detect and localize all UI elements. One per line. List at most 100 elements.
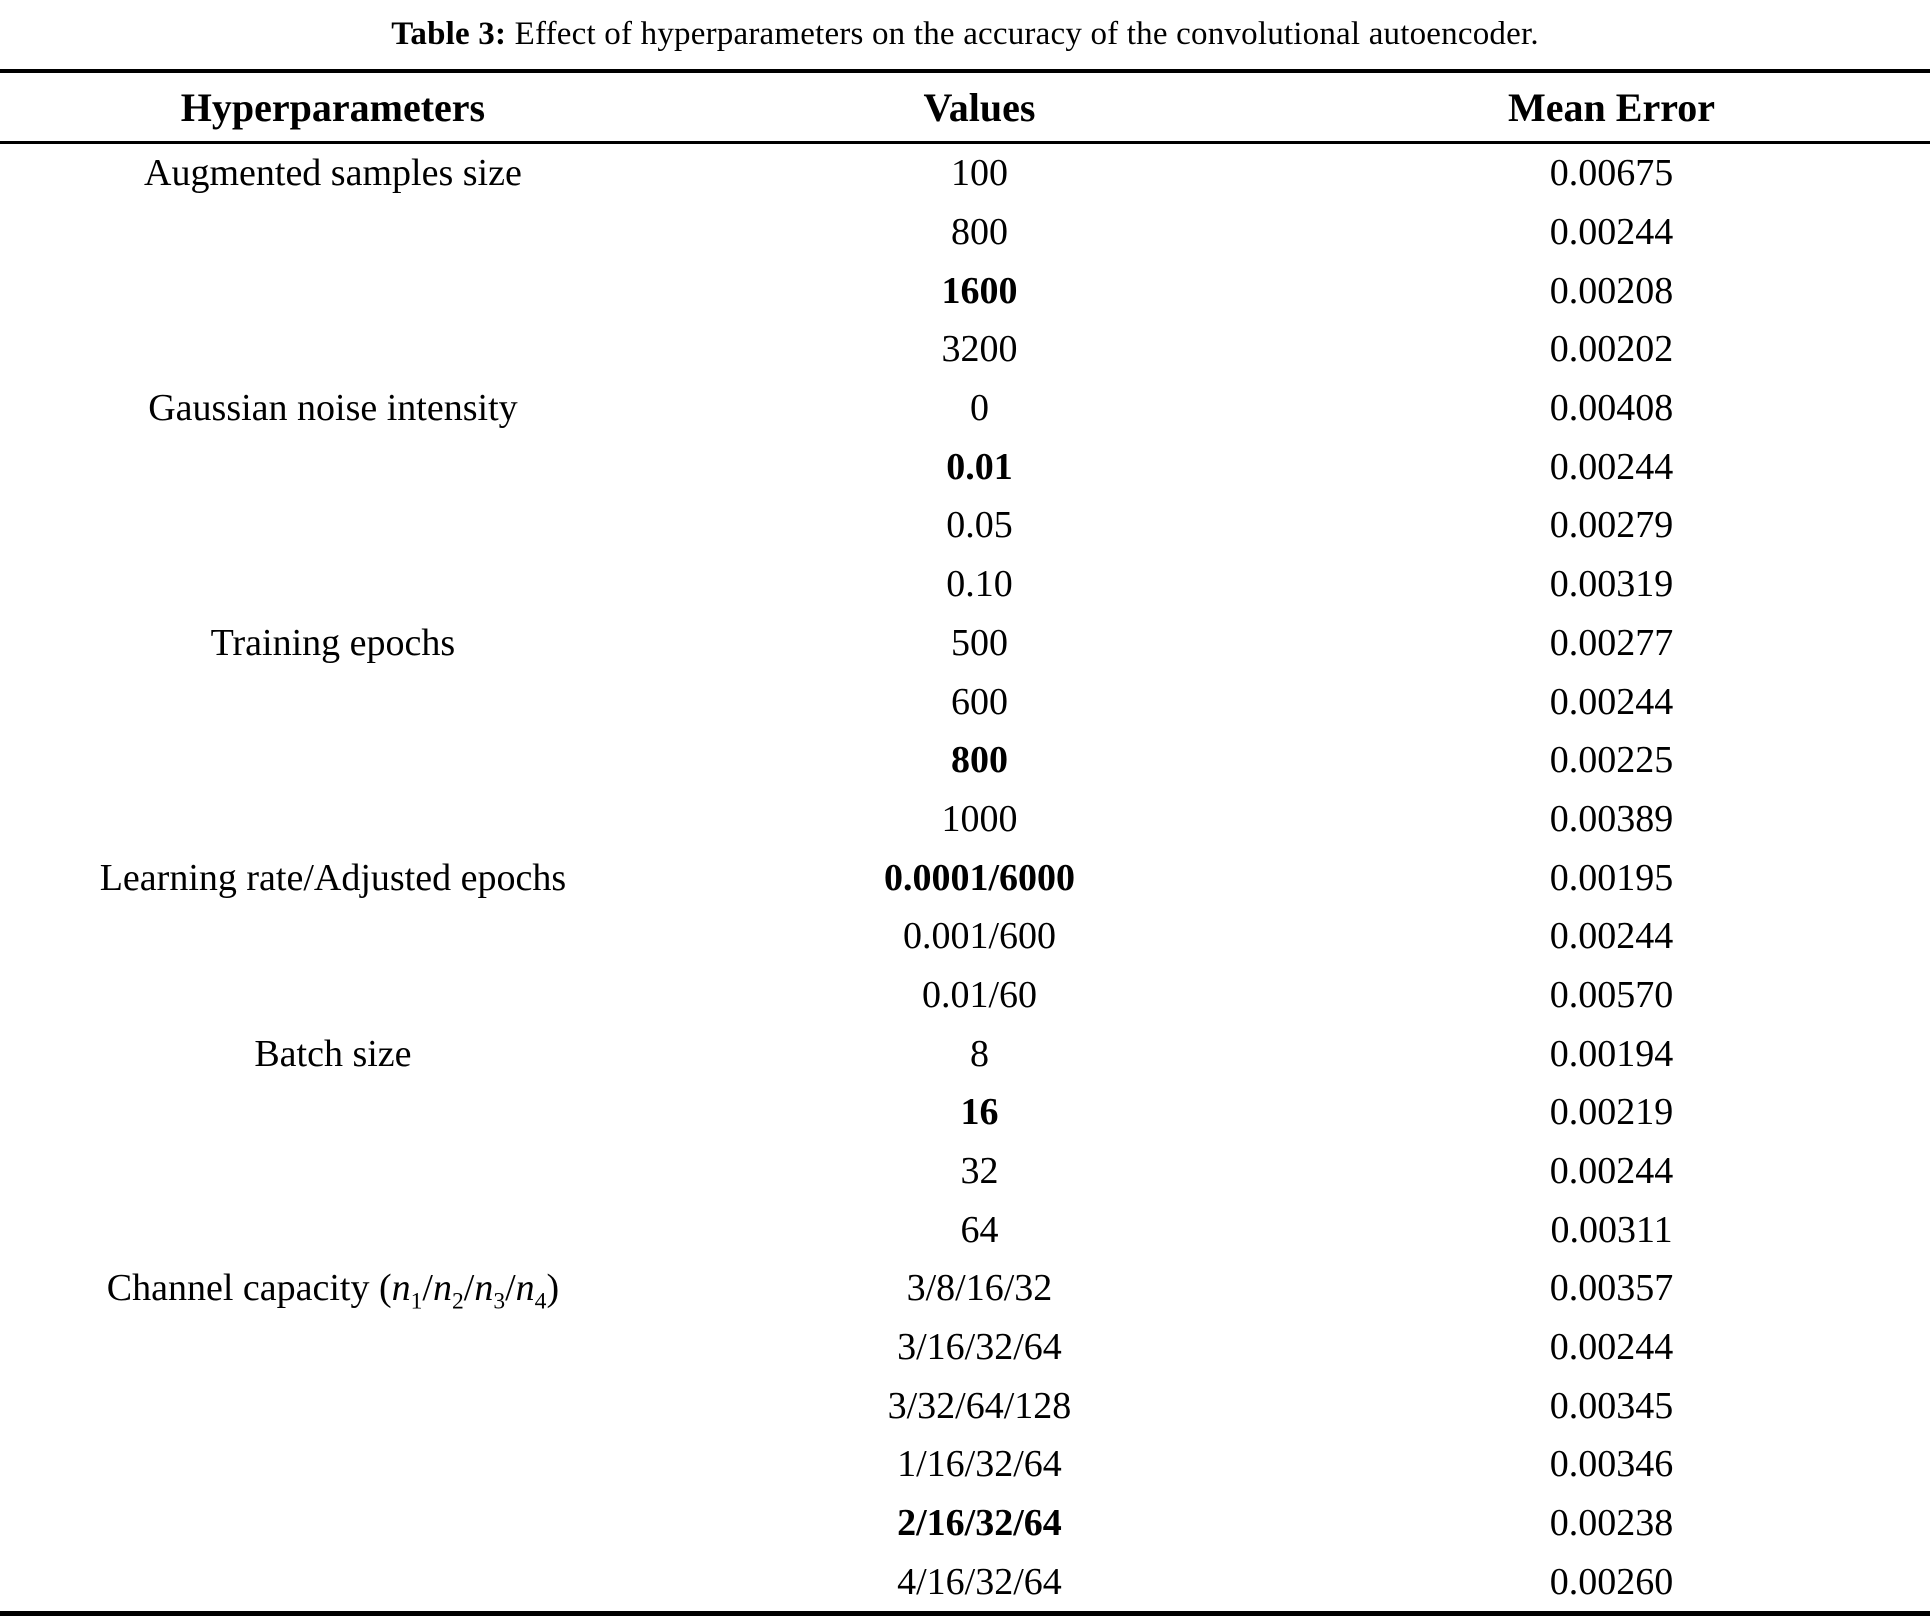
table-row: 0.01/60 0.00570 <box>0 966 1930 1025</box>
value-cell: 0.001/600 <box>902 915 1056 958</box>
value-cell: 800 <box>950 739 1008 782</box>
table-row: 0.001/600 0.00244 <box>0 907 1930 966</box>
value-cell: 0.10 <box>946 563 1013 606</box>
table-row: 0.05 0.00279 <box>0 496 1930 555</box>
table-caption: Table 3: Effect of hyperparameters on th… <box>0 0 1930 69</box>
table-row: 600 0.00244 <box>0 672 1930 731</box>
table-caption-text: Effect of hyperparameters on the accurac… <box>506 16 1539 52</box>
value-cell: 0.01/60 <box>921 973 1037 1016</box>
table-row: Channel capacity (n1/n2/n3/n4) 3/8/16/32 0… <box>0 1259 1930 1318</box>
parameter-cell <box>0 731 666 790</box>
table-header: Hyperparameters Values Mean Error <box>0 71 1930 144</box>
mean-error-cell: 0.00238 <box>1549 1502 1674 1545</box>
parameter-cell <box>0 672 666 731</box>
parameter-cell <box>0 790 666 849</box>
table-row: 2/16/32/64 0.00238 <box>0 1494 1930 1553</box>
parameter-cell <box>0 496 666 555</box>
mean-error-cell: 0.00194 <box>1549 1032 1674 1075</box>
mean-error-cell: 0.00219 <box>1549 1091 1674 1134</box>
mean-error-cell: 0.00244 <box>1549 445 1674 488</box>
mean-error-cell: 0.00244 <box>1549 1150 1674 1193</box>
parameter-cell <box>0 203 666 262</box>
parameter-cell <box>0 1142 666 1201</box>
mean-error-cell: 0.00244 <box>1549 680 1674 723</box>
mean-error-cell: 0.00202 <box>1549 328 1674 371</box>
mean-error-cell: 0.00244 <box>1549 211 1674 254</box>
parameter-cell <box>0 1083 666 1142</box>
column-header-values: Values <box>665 71 1294 144</box>
parameter-cell <box>0 1200 666 1259</box>
table-row: 32 0.00244 <box>0 1142 1930 1201</box>
parameter-cell <box>0 1435 666 1494</box>
value-cell: 1/16/32/64 <box>897 1443 1062 1486</box>
mean-error-cell: 0.00346 <box>1549 1443 1674 1486</box>
table-row: 4/16/32/64 0.00260 <box>0 1553 1930 1614</box>
value-cell: 3/8/16/32 <box>906 1267 1053 1310</box>
parameter-cell <box>0 1553 666 1614</box>
parameter-cell: Training epochs <box>210 621 456 664</box>
parameter-cell: Augmented samples size <box>144 152 522 195</box>
parameter-cell <box>0 555 666 614</box>
table-row: 1000 0.00389 <box>0 790 1930 849</box>
table-row: 3/16/32/64 0.00244 <box>0 1318 1930 1377</box>
value-cell: 16 <box>960 1091 999 1134</box>
mean-error-cell: 0.00195 <box>1549 856 1674 899</box>
column-header-hyperparameters: Hyperparameters <box>0 71 666 144</box>
table-row: 800 0.00244 <box>0 203 1930 262</box>
parameter-cell <box>0 1318 666 1377</box>
table-row: 0.10 0.00319 <box>0 555 1930 614</box>
value-cell: 3200 <box>941 328 1018 371</box>
parameter-cell <box>0 907 666 966</box>
mean-error-cell: 0.00260 <box>1549 1560 1674 1603</box>
value-cell: 1600 <box>941 269 1018 312</box>
table-row: Gaussian noise intensity 0 0.00408 <box>0 379 1930 438</box>
table-row: 0.01 0.00244 <box>0 437 1930 496</box>
parameter-cell <box>0 1376 666 1435</box>
table-row: 1600 0.00208 <box>0 261 1930 320</box>
value-cell: 800 <box>950 211 1008 254</box>
table-body: Augmented samples size 100 0.00675 800 0.002… <box>0 143 1930 1614</box>
value-cell: 0.05 <box>946 504 1013 547</box>
mean-error-cell: 0.00311 <box>1550 1208 1673 1251</box>
mean-error-cell: 0.00244 <box>1549 915 1674 958</box>
value-cell: 500 <box>950 621 1008 664</box>
parameter-cell <box>0 1494 666 1553</box>
value-cell: 0.01 <box>946 445 1013 488</box>
value-cell: 4/16/32/64 <box>897 1560 1062 1603</box>
mean-error-cell: 0.00279 <box>1549 504 1674 547</box>
table-row: 64 0.00311 <box>0 1200 1930 1259</box>
mean-error-cell: 0.00570 <box>1549 973 1674 1016</box>
parameter-cell <box>0 320 666 379</box>
table-caption-label: Table 3: <box>391 16 507 52</box>
parameter-cell: Channel capacity (n1/n2/n3/n4) <box>106 1267 560 1315</box>
table-row: 16 0.00219 <box>0 1083 1930 1142</box>
mean-error-cell: 0.00675 <box>1549 152 1674 195</box>
table-row: 3200 0.00202 <box>0 320 1930 379</box>
table-header-row: Hyperparameters Values Mean Error <box>0 71 1930 144</box>
parameter-cell: Learning rate/Adjusted epochs <box>99 856 567 899</box>
mean-error-cell: 0.00345 <box>1549 1384 1674 1427</box>
table-row: 800 0.00225 <box>0 731 1930 790</box>
value-cell: 64 <box>960 1208 999 1251</box>
table-row: Augmented samples size 100 0.00675 <box>0 143 1930 203</box>
value-cell: 1000 <box>941 797 1018 840</box>
parameter-cell <box>0 437 666 496</box>
table-row: Batch size 8 0.00194 <box>0 1024 1930 1083</box>
parameter-cell <box>0 966 666 1025</box>
mean-error-cell: 0.00357 <box>1549 1267 1674 1310</box>
parameter-cell: Gaussian noise intensity <box>148 387 518 430</box>
value-cell: 0.0001/6000 <box>883 856 1075 899</box>
parameter-cell: Batch size <box>254 1032 412 1075</box>
value-cell: 0 <box>969 387 989 430</box>
table-row: Learning rate/Adjusted epochs 0.0001/6000… <box>0 848 1930 907</box>
mean-error-cell: 0.00225 <box>1549 739 1674 782</box>
value-cell: 600 <box>950 680 1008 723</box>
mean-error-cell: 0.00408 <box>1549 387 1674 430</box>
mean-error-cell: 0.00319 <box>1549 563 1674 606</box>
mean-error-cell: 0.00244 <box>1549 1326 1674 1369</box>
hyperparameter-table: Hyperparameters Values Mean Error Augmen… <box>0 69 1930 1617</box>
value-cell: 8 <box>969 1032 989 1075</box>
table-row: 3/32/64/128 0.00345 <box>0 1376 1930 1435</box>
mean-error-cell: 0.00389 <box>1549 797 1674 840</box>
mean-error-cell: 0.00277 <box>1549 621 1674 664</box>
